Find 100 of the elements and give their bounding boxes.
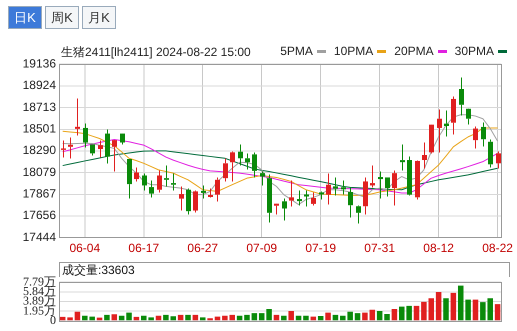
bar — [163, 314, 169, 320]
candlestick — [297, 190, 302, 206]
bar — [487, 298, 493, 320]
text: 月K — [82, 6, 116, 29]
candlestick — [481, 122, 486, 147]
bar — [112, 314, 118, 320]
candlestick — [437, 109, 442, 153]
candlestick — [208, 188, 213, 198]
candlestick — [488, 139, 493, 168]
bar — [258, 313, 264, 320]
bar — [222, 316, 228, 320]
text: 周K — [45, 6, 79, 29]
candlestick — [378, 171, 383, 199]
legend-label: 5PMA — [280, 44, 313, 58]
bar — [443, 298, 449, 320]
y-tick-label: 18713 — [22, 100, 56, 114]
bar — [118, 316, 124, 320]
candlestick — [363, 177, 368, 215]
bar — [347, 312, 353, 320]
chart-title: 成交量:33603 — [59, 262, 510, 277]
bar — [325, 312, 331, 320]
bar — [399, 306, 405, 320]
candlestick — [252, 152, 257, 178]
y-tick-label: 18924 — [22, 78, 56, 92]
candlestick — [201, 185, 206, 199]
bar — [185, 314, 191, 320]
bar — [274, 314, 280, 320]
x-tick-label: 06-27 — [187, 241, 218, 256]
bar — [229, 314, 235, 320]
bar — [472, 300, 478, 320]
bar — [60, 316, 66, 320]
candlestick — [134, 167, 139, 182]
candlestick — [142, 173, 147, 191]
bar — [281, 316, 287, 320]
candlestick — [61, 140, 66, 158]
bar — [156, 316, 162, 320]
bar — [170, 316, 176, 320]
candlestick — [157, 170, 162, 193]
y-tick-label: 19136 — [22, 56, 56, 71]
bar — [406, 306, 412, 320]
y-tick-label: 17444 — [22, 230, 56, 244]
candlestick — [326, 173, 331, 205]
candlestick — [149, 180, 154, 198]
candlestick — [230, 151, 235, 182]
candlestick — [260, 171, 265, 186]
bar — [141, 316, 147, 320]
bar — [148, 317, 154, 320]
candlestick — [223, 158, 228, 182]
chart-title: 生猪2411[lh2411] 2024-08-22 15:00 — [61, 44, 251, 61]
bar — [82, 316, 88, 320]
candlestick — [267, 174, 272, 223]
y-tick-label: 18079 — [22, 164, 56, 179]
candlestick — [238, 144, 243, 166]
bar — [494, 304, 500, 320]
candlestick — [415, 160, 420, 200]
candlestick — [311, 192, 316, 206]
bar — [370, 310, 376, 320]
bar — [126, 312, 132, 320]
candlestick — [289, 180, 294, 207]
candlestick — [75, 98, 80, 136]
bar — [384, 314, 390, 320]
candlestick — [274, 204, 279, 215]
candlestick — [444, 110, 449, 137]
bar — [288, 310, 294, 320]
candlestick — [341, 180, 346, 195]
candlestick — [68, 137, 73, 159]
candlestick — [179, 186, 184, 211]
candlestick — [496, 151, 501, 169]
bar — [89, 316, 95, 320]
candlestick — [348, 187, 353, 218]
legend-label: 20PMA — [394, 44, 434, 58]
candlestick — [356, 206, 361, 224]
bar — [450, 292, 456, 320]
candlestick — [304, 190, 309, 207]
candlestick — [385, 177, 390, 197]
bar — [436, 292, 442, 320]
candlestick — [193, 190, 198, 213]
candlestick — [112, 140, 117, 172]
x-tick-label: 07-31 — [364, 241, 396, 256]
x-tick-label: 06-04 — [69, 241, 100, 256]
x-tick-label: 06-17 — [128, 241, 160, 256]
candlestick — [400, 144, 405, 171]
candlestick — [407, 156, 412, 196]
candlestick — [370, 165, 375, 188]
y-tick-label: 18501 — [22, 122, 56, 136]
legend-label: 10PMA — [334, 44, 374, 58]
x-tick-label: 07-09 — [246, 241, 278, 256]
bar — [354, 313, 360, 320]
x-tick-label: 07-19 — [305, 241, 336, 256]
y-tick-label: 18290 — [22, 143, 56, 158]
candlestick — [127, 158, 132, 199]
y-tick-label: 17867 — [22, 186, 56, 201]
candlestick — [282, 198, 287, 221]
candlestick — [164, 165, 169, 187]
candlestick — [83, 123, 88, 148]
bar — [318, 316, 324, 320]
x-tick-label: 08-22 — [482, 241, 514, 256]
y-tick-label: 17656 — [22, 208, 56, 222]
bar — [332, 314, 338, 320]
candlestick — [245, 153, 250, 170]
